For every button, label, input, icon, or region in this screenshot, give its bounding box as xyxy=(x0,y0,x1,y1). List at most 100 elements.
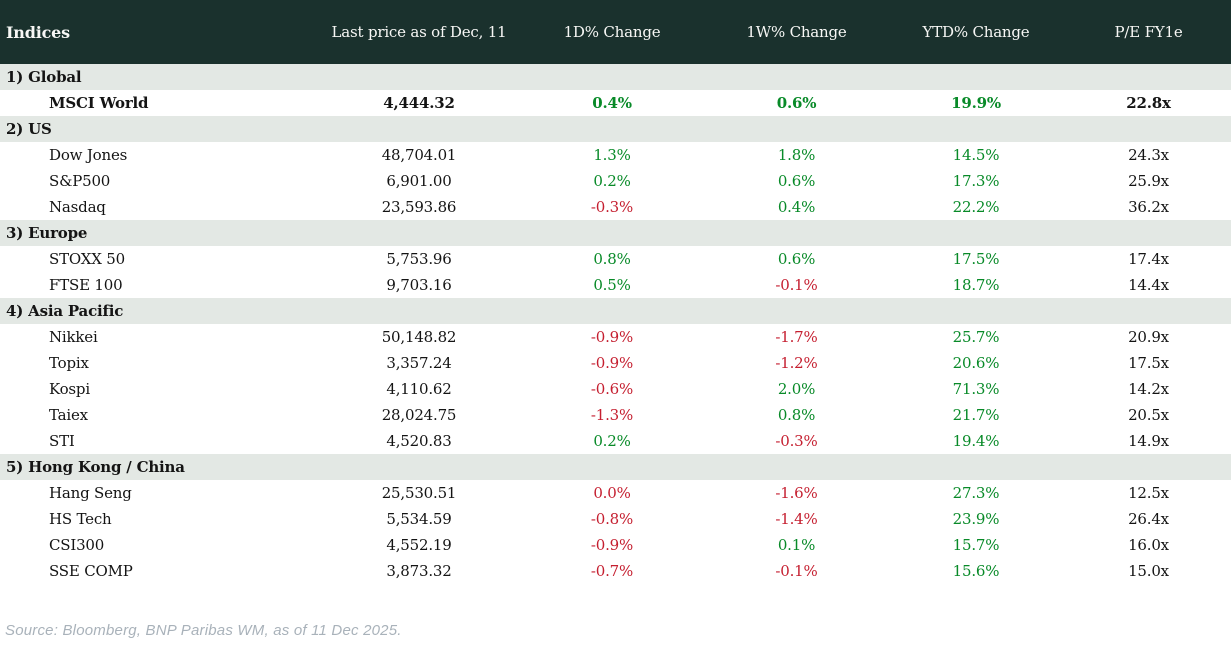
index-name: CSI300 xyxy=(0,532,321,558)
index-row: Topix 3,357.24 -0.9% -1.2% 20.6% 17.5x xyxy=(0,350,1231,376)
change-1d-cell: -0.3% xyxy=(517,194,707,220)
change-ytd-cell: 15.7% xyxy=(886,532,1066,558)
pe-cell: 24.3x xyxy=(1066,142,1231,168)
last-price-cell: 4,552.19 xyxy=(321,532,517,558)
last-price-cell: 4,444.32 xyxy=(321,90,517,116)
change-ytd-cell: 22.2% xyxy=(886,194,1066,220)
pe-cell: 36.2x xyxy=(1066,194,1231,220)
index-row: HS Tech 5,534.59 -0.8% -1.4% 23.9% 26.4x xyxy=(0,506,1231,532)
last-price-cell: 9,703.16 xyxy=(321,272,517,298)
index-name: STI xyxy=(0,428,321,454)
index-row: FTSE 100 9,703.16 0.5% -0.1% 18.7% 14.4x xyxy=(0,272,1231,298)
pe-cell: 16.0x xyxy=(1066,532,1231,558)
last-price-cell: 3,873.32 xyxy=(321,558,517,584)
change-ytd-cell: 18.7% xyxy=(886,272,1066,298)
change-1w-cell: -1.7% xyxy=(707,324,886,350)
index-row: Dow Jones 48,704.01 1.3% 1.8% 14.5% 24.3x xyxy=(0,142,1231,168)
change-1d-cell: 0.4% xyxy=(517,90,707,116)
index-row: Hang Seng 25,530.51 0.0% -1.6% 27.3% 12.5x xyxy=(0,480,1231,506)
index-row: STOXX 50 5,753.96 0.8% 0.6% 17.5% 17.4x xyxy=(0,246,1231,272)
change-1d-cell: 0.2% xyxy=(517,428,707,454)
last-price-cell: 23,593.86 xyxy=(321,194,517,220)
change-ytd-cell: 14.5% xyxy=(886,142,1066,168)
last-price-cell: 5,753.96 xyxy=(321,246,517,272)
index-row: SSE COMP 3,873.32 -0.7% -0.1% 15.6% 15.0x xyxy=(0,558,1231,584)
indices-table-body: 1) Global MSCI World 4,444.32 0.4% 0.6% 19.9%… xyxy=(0,64,1231,584)
change-1d-cell: -1.3% xyxy=(517,402,707,428)
indices-table: Indices Last price as of Dec, 11 1D% Cha… xyxy=(0,0,1231,584)
change-1w-cell: -0.1% xyxy=(707,272,886,298)
column-header-last-price: Last price as of Dec, 11 xyxy=(321,0,517,64)
section-label: 3) Europe xyxy=(0,220,1231,246)
index-name: Nikkei xyxy=(0,324,321,350)
section-row: 2) US xyxy=(0,116,1231,142)
pe-cell: 22.8x xyxy=(1066,90,1231,116)
last-price-cell: 48,704.01 xyxy=(321,142,517,168)
index-name: Nasdaq xyxy=(0,194,321,220)
column-header-ytd-change: YTD% Change xyxy=(886,0,1066,64)
last-price-cell: 4,520.83 xyxy=(321,428,517,454)
change-1w-cell: -1.2% xyxy=(707,350,886,376)
table-title: Indices xyxy=(0,0,321,64)
index-name: Kospi xyxy=(0,376,321,402)
change-1w-cell: 0.8% xyxy=(707,402,886,428)
pe-cell: 17.4x xyxy=(1066,246,1231,272)
pe-cell: 12.5x xyxy=(1066,480,1231,506)
change-1w-cell: 0.6% xyxy=(707,246,886,272)
last-price-cell: 3,357.24 xyxy=(321,350,517,376)
change-1d-cell: 0.0% xyxy=(517,480,707,506)
change-ytd-cell: 25.7% xyxy=(886,324,1066,350)
last-price-cell: 4,110.62 xyxy=(321,376,517,402)
change-1w-cell: 2.0% xyxy=(707,376,886,402)
index-row: Nasdaq 23,593.86 -0.3% 0.4% 22.2% 36.2x xyxy=(0,194,1231,220)
pe-cell: 14.9x xyxy=(1066,428,1231,454)
index-name: Taiex xyxy=(0,402,321,428)
section-row: 5) Hong Kong / China xyxy=(0,454,1231,480)
last-price-cell: 25,530.51 xyxy=(321,480,517,506)
pe-cell: 14.2x xyxy=(1066,376,1231,402)
index-name: STOXX 50 xyxy=(0,246,321,272)
change-1w-cell: 0.4% xyxy=(707,194,886,220)
source-note: Source: Bloomberg, BNP Paribas WM, as of… xyxy=(5,622,402,639)
change-1w-cell: -0.3% xyxy=(707,428,886,454)
change-1d-cell: -0.7% xyxy=(517,558,707,584)
index-name: S&P500 xyxy=(0,168,321,194)
change-1w-cell: 1.8% xyxy=(707,142,886,168)
index-name: Topix xyxy=(0,350,321,376)
change-1w-cell: -0.1% xyxy=(707,558,886,584)
last-price-cell: 6,901.00 xyxy=(321,168,517,194)
change-ytd-cell: 71.3% xyxy=(886,376,1066,402)
index-name: HS Tech xyxy=(0,506,321,532)
last-price-cell: 28,024.75 xyxy=(321,402,517,428)
pe-cell: 25.9x xyxy=(1066,168,1231,194)
change-1d-cell: 0.5% xyxy=(517,272,707,298)
change-1w-cell: -1.6% xyxy=(707,480,886,506)
index-row: Taiex 28,024.75 -1.3% 0.8% 21.7% 20.5x xyxy=(0,402,1231,428)
pe-cell: 17.5x xyxy=(1066,350,1231,376)
column-header-1d-change: 1D% Change xyxy=(517,0,707,64)
section-label: 2) US xyxy=(0,116,1231,142)
change-ytd-cell: 19.4% xyxy=(886,428,1066,454)
pe-cell: 15.0x xyxy=(1066,558,1231,584)
pe-cell: 20.5x xyxy=(1066,402,1231,428)
index-row: MSCI World 4,444.32 0.4% 0.6% 19.9% 22.8x xyxy=(0,90,1231,116)
change-ytd-cell: 23.9% xyxy=(886,506,1066,532)
column-header-1w-change: 1W% Change xyxy=(707,0,886,64)
index-row: S&P500 6,901.00 0.2% 0.6% 17.3% 25.9x xyxy=(0,168,1231,194)
index-name: Hang Seng xyxy=(0,480,321,506)
change-ytd-cell: 21.7% xyxy=(886,402,1066,428)
change-ytd-cell: 19.9% xyxy=(886,90,1066,116)
last-price-cell: 50,148.82 xyxy=(321,324,517,350)
section-row: 3) Europe xyxy=(0,220,1231,246)
section-label: 4) Asia Pacific xyxy=(0,298,1231,324)
index-row: Kospi 4,110.62 -0.6% 2.0% 71.3% 14.2x xyxy=(0,376,1231,402)
index-name: SSE COMP xyxy=(0,558,321,584)
change-1w-cell: 0.6% xyxy=(707,90,886,116)
change-1w-cell: 0.6% xyxy=(707,168,886,194)
section-label: 1) Global xyxy=(0,64,1231,90)
change-ytd-cell: 20.6% xyxy=(886,350,1066,376)
section-row: 4) Asia Pacific xyxy=(0,298,1231,324)
index-row: Nikkei 50,148.82 -0.9% -1.7% 25.7% 20.9x xyxy=(0,324,1231,350)
change-1w-cell: -1.4% xyxy=(707,506,886,532)
index-name: MSCI World xyxy=(0,90,321,116)
